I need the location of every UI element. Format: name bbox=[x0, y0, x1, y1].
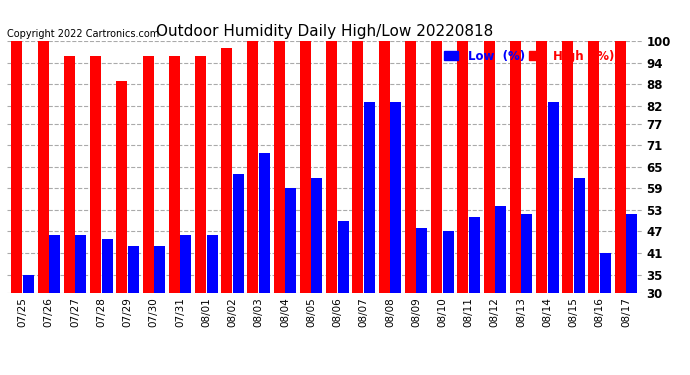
Bar bbox=[353, 41, 364, 292]
Bar bbox=[379, 41, 390, 292]
Bar bbox=[574, 178, 585, 292]
Bar bbox=[233, 174, 244, 292]
Bar bbox=[259, 153, 270, 292]
Bar bbox=[206, 235, 217, 292]
Bar bbox=[154, 246, 165, 292]
Bar bbox=[337, 221, 348, 292]
Bar bbox=[101, 238, 112, 292]
Bar bbox=[627, 213, 638, 292]
Bar bbox=[405, 41, 416, 292]
Bar bbox=[221, 48, 233, 292]
Bar bbox=[143, 56, 154, 292]
Bar bbox=[274, 41, 285, 292]
Bar bbox=[90, 56, 101, 292]
Bar bbox=[589, 41, 600, 292]
Text: Copyright 2022 Cartronics.com: Copyright 2022 Cartronics.com bbox=[7, 29, 159, 39]
Bar bbox=[37, 41, 48, 292]
Bar bbox=[23, 274, 34, 292]
Bar bbox=[600, 253, 611, 292]
Legend: Low  (%), High  (%): Low (%), High (%) bbox=[442, 47, 617, 65]
Bar bbox=[484, 41, 495, 292]
Bar bbox=[180, 235, 191, 292]
Bar bbox=[615, 41, 626, 292]
Bar bbox=[536, 41, 547, 292]
Bar bbox=[548, 102, 558, 292]
Bar bbox=[562, 41, 573, 292]
Bar bbox=[169, 56, 180, 292]
Bar bbox=[442, 231, 453, 292]
Bar bbox=[11, 41, 22, 292]
Bar bbox=[416, 228, 427, 292]
Bar bbox=[469, 217, 480, 292]
Bar bbox=[285, 188, 296, 292]
Bar bbox=[248, 41, 259, 292]
Bar bbox=[128, 246, 139, 292]
Bar bbox=[390, 102, 401, 292]
Bar bbox=[311, 178, 322, 292]
Title: Outdoor Humidity Daily High/Low 20220818: Outdoor Humidity Daily High/Low 20220818 bbox=[156, 24, 493, 39]
Bar bbox=[300, 41, 311, 292]
Bar bbox=[510, 41, 521, 292]
Bar bbox=[117, 81, 127, 292]
Bar bbox=[495, 206, 506, 292]
Bar bbox=[75, 235, 86, 292]
Bar bbox=[457, 41, 469, 292]
Bar bbox=[326, 41, 337, 292]
Bar bbox=[63, 56, 75, 292]
Bar bbox=[522, 213, 532, 292]
Bar bbox=[49, 235, 60, 292]
Bar bbox=[195, 56, 206, 292]
Bar bbox=[431, 41, 442, 292]
Bar bbox=[364, 102, 375, 292]
